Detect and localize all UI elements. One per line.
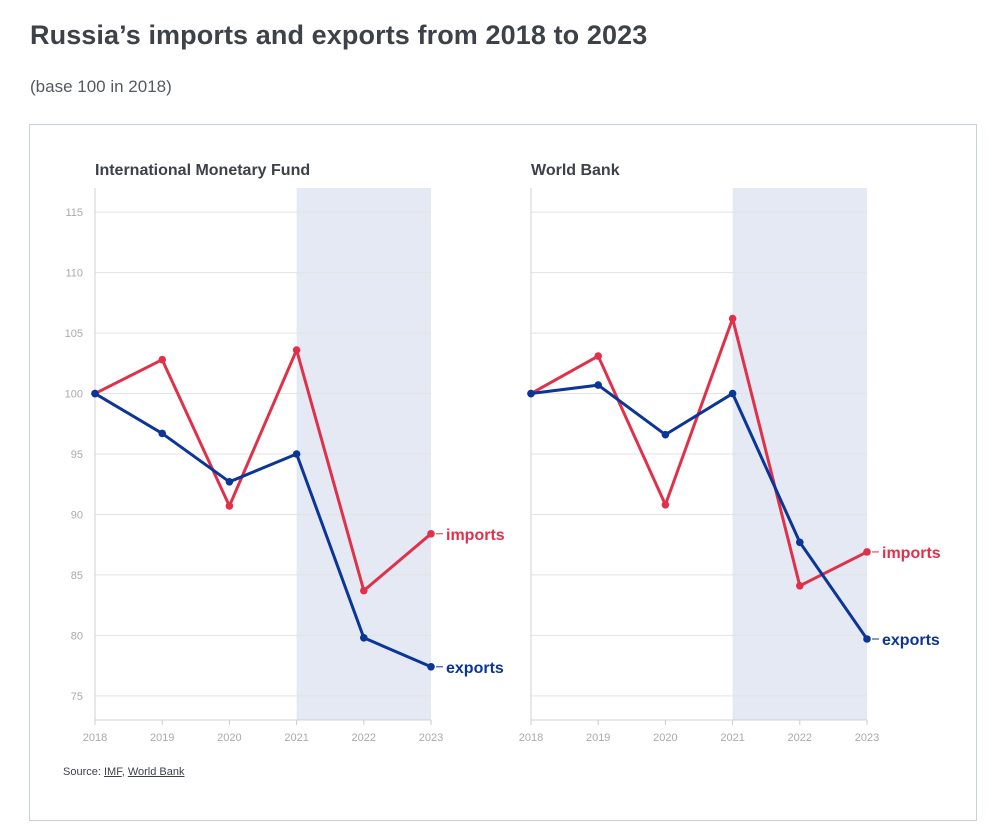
x-tick-label: 2020 — [217, 732, 241, 744]
imports-point — [225, 502, 234, 510]
panel-title: International Monetary Fund — [95, 162, 310, 179]
exports-line — [530, 383, 869, 640]
exports-point — [91, 389, 99, 398]
imports-point — [796, 581, 804, 590]
exports-series-label: exports — [882, 632, 940, 649]
imports-point — [661, 500, 670, 509]
y-tick-label: 100 — [65, 389, 83, 401]
imports-point — [594, 352, 602, 360]
imports-point — [863, 548, 871, 556]
source-link-world-bank[interactable]: World Bank — [127, 766, 185, 778]
panel-title: World Bank — [531, 162, 620, 179]
exports-line — [94, 392, 432, 669]
imports-point — [728, 314, 737, 323]
exports-point — [796, 538, 804, 547]
x-tick-label: 2018 — [83, 732, 107, 744]
page-title: Russia’s imports and exports from 2018 t… — [30, 20, 648, 50]
y-tick-label: 115 — [65, 207, 83, 219]
y-tick-label: 75 — [71, 691, 83, 703]
x-tick-label: 2023 — [855, 732, 879, 744]
y-tick-label: 95 — [71, 449, 83, 461]
exports-point — [225, 478, 234, 486]
exports-point — [360, 633, 368, 642]
source-separator: , — [121, 766, 128, 778]
x-tick-label: 2019 — [150, 732, 174, 744]
imports-point — [158, 355, 166, 364]
source-note: Source: IMF, World Bank — [63, 766, 184, 778]
y-tick-label: 85 — [71, 570, 83, 582]
exports-point — [427, 663, 435, 671]
imports-series-label: imports — [446, 527, 505, 544]
x-tick-label: 2021 — [720, 732, 744, 744]
x-tick-label: 2022 — [352, 732, 376, 744]
y-tick-label: 105 — [65, 328, 83, 340]
imports-series-label: imports — [882, 545, 941, 562]
exports-point — [292, 450, 301, 458]
imports-line — [94, 348, 432, 593]
exports-point — [158, 429, 166, 438]
x-tick-label: 2021 — [284, 732, 308, 744]
source-link-imf[interactable]: IMF — [103, 766, 122, 778]
x-tick-label: 2018 — [519, 732, 543, 744]
exports-point — [527, 389, 535, 398]
imports-point — [292, 346, 301, 354]
chart-frame — [29, 124, 977, 821]
y-tick-label: 110 — [65, 268, 83, 280]
imports-line — [530, 317, 868, 588]
source-prefix: Source: — [63, 766, 104, 778]
x-tick-label: 2023 — [419, 732, 443, 744]
exports-point — [863, 635, 871, 643]
exports-point — [728, 389, 737, 398]
imports-point — [360, 586, 368, 595]
y-tick-label: 80 — [71, 630, 83, 642]
exports-series-label: exports — [446, 660, 504, 677]
page-subtitle: (base 100 in 2018) — [30, 77, 172, 96]
x-tick-label: 2019 — [586, 732, 610, 744]
exports-point — [594, 381, 602, 389]
x-tick-label: 2022 — [788, 732, 812, 744]
exports-point — [661, 430, 670, 439]
imports-point — [427, 530, 435, 538]
x-tick-label: 2020 — [653, 732, 677, 744]
y-tick-label: 90 — [71, 509, 83, 521]
